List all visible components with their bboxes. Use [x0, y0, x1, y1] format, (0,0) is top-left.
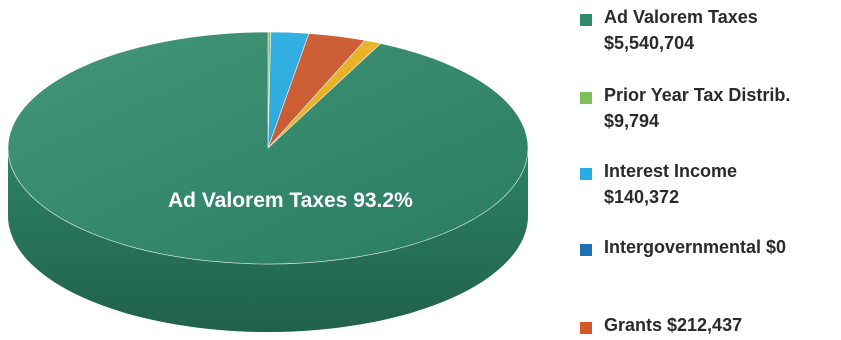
pie-chart-svg: Ad Valorem Taxes 93.2%: [7, 31, 529, 332]
pie-side-shade-ad-valorem-taxes: [8, 148, 528, 332]
legend-swatch-grants: [580, 322, 592, 334]
legend-label-line1: Interest Income: [604, 161, 738, 181]
legend-label-line2: $140,372: [604, 187, 680, 207]
legend-label-line1: Ad Valorem Taxes: [604, 7, 758, 27]
legend-label-line1: Grants $212,437: [604, 315, 743, 335]
legend-label-prior-year: Prior Year Tax Distrib. $9,794: [604, 82, 790, 134]
legend-label-line2: $9,794: [604, 111, 660, 131]
pie-top-gloss: [8, 32, 528, 264]
legend-swatch-interest: [580, 168, 592, 180]
data-label-ad-valorem-taxes: Ad Valorem Taxes 93.2%: [168, 189, 413, 212]
pie-label-layer: Ad Valorem Taxes 93.2%: [168, 189, 413, 212]
legend-label-line1: Prior Year Tax Distrib.: [604, 85, 791, 105]
legend-swatch-ad-valorem: [580, 14, 592, 26]
legend: Ad Valorem Taxes $5,540,704 Prior Year T…: [576, 0, 841, 340]
legend-label-interest: Interest Income $140,372: [604, 158, 737, 210]
legend-label-line2: $5,540,704: [604, 33, 695, 53]
legend-swatch-prior-year: [580, 92, 592, 104]
pie-chart: Ad Valorem Taxes 93.2%: [7, 31, 529, 332]
legend-swatch-intergovernmental: [580, 244, 592, 256]
pie-top-layer: [7, 31, 529, 265]
legend-label-grants: Grants $212,437: [604, 312, 742, 338]
legend-label-line1: Intergovernmental $0: [604, 237, 787, 257]
legend-label-ad-valorem: Ad Valorem Taxes $5,540,704: [604, 4, 758, 56]
legend-label-intergovernmental: Intergovernmental $0: [604, 234, 786, 260]
pie-side-layer: [8, 148, 528, 332]
